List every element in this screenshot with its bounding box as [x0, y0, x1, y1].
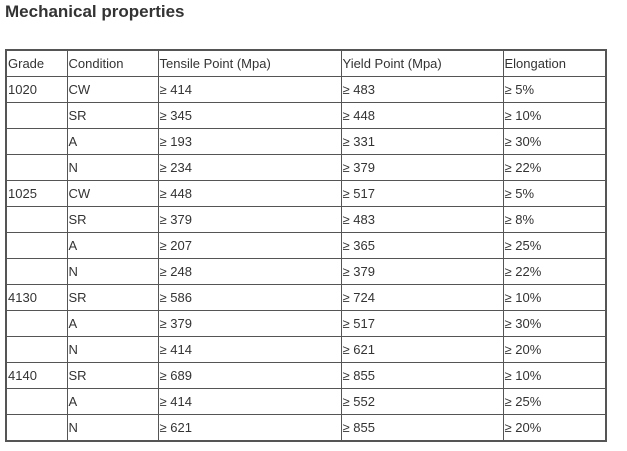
condition-cell: A — [66, 310, 159, 337]
elongation-cell: ≥ 30% — [502, 310, 607, 337]
tensile-point-cell: ≥ 193 — [157, 128, 342, 155]
grade-cell: 4140 — [5, 362, 68, 389]
grade-cell — [5, 310, 68, 337]
table-row: N ≥ 621 ≥ 855 ≥ 20% — [5, 414, 607, 442]
table-row: 4140 SR ≥ 689 ≥ 855 ≥ 10% — [5, 362, 607, 389]
tensile-point-cell: ≥ 379 — [157, 206, 342, 233]
elongation-cell: ≥ 30% — [502, 128, 607, 155]
elongation-cell: ≥ 25% — [502, 388, 607, 415]
table-row: A ≥ 207 ≥ 365 ≥ 25% — [5, 232, 607, 259]
tensile-point-cell: ≥ 414 — [157, 388, 342, 415]
tensile-point-cell: ≥ 448 — [157, 180, 342, 207]
mechanical-properties-table: Grade Condition Tensile Point (Mpa) Yiel… — [5, 49, 607, 442]
elongation-cell: ≥ 5% — [502, 180, 607, 207]
table-row: A ≥ 414 ≥ 552 ≥ 25% — [5, 388, 607, 415]
table-row: A ≥ 379 ≥ 517 ≥ 30% — [5, 310, 607, 337]
column-header-yield-point: Yield Point (Mpa) — [340, 49, 504, 77]
condition-cell: A — [66, 388, 159, 415]
table-row: 1025 CW ≥ 448 ≥ 517 ≥ 5% — [5, 180, 607, 207]
yield-point-cell: ≥ 379 — [340, 258, 504, 285]
elongation-cell: ≥ 10% — [502, 284, 607, 311]
yield-point-cell: ≥ 365 — [340, 232, 504, 259]
grade-cell — [5, 414, 68, 442]
condition-cell: N — [66, 414, 159, 442]
column-header-condition: Condition — [66, 49, 159, 77]
table-row: N ≥ 414 ≥ 621 ≥ 20% — [5, 336, 607, 363]
yield-point-cell: ≥ 517 — [340, 310, 504, 337]
table-row: 4130 SR ≥ 586 ≥ 724 ≥ 10% — [5, 284, 607, 311]
tensile-point-cell: ≥ 379 — [157, 310, 342, 337]
yield-point-cell: ≥ 483 — [340, 206, 504, 233]
yield-point-cell: ≥ 855 — [340, 414, 504, 442]
elongation-cell: ≥ 25% — [502, 232, 607, 259]
page-title: Mechanical properties — [5, 2, 185, 21]
grade-cell — [5, 232, 68, 259]
grade-cell — [5, 336, 68, 363]
table-row: 1020 CW ≥ 414 ≥ 483 ≥ 5% — [5, 76, 607, 103]
condition-cell: A — [66, 128, 159, 155]
table-row: SR ≥ 379 ≥ 483 ≥ 8% — [5, 206, 607, 233]
condition-cell: SR — [66, 284, 159, 311]
table-row: N ≥ 248 ≥ 379 ≥ 22% — [5, 258, 607, 285]
condition-cell: A — [66, 232, 159, 259]
grade-cell — [5, 102, 68, 129]
column-header-tensile-point: Tensile Point (Mpa) — [157, 49, 342, 77]
condition-cell: CW — [66, 76, 159, 103]
yield-point-cell: ≥ 331 — [340, 128, 504, 155]
grade-cell — [5, 206, 68, 233]
grade-cell — [5, 258, 68, 285]
elongation-cell: ≥ 5% — [502, 76, 607, 103]
elongation-cell: ≥ 20% — [502, 336, 607, 363]
table-row: A ≥ 193 ≥ 331 ≥ 30% — [5, 128, 607, 155]
tensile-point-cell: ≥ 621 — [157, 414, 342, 442]
elongation-cell: ≥ 22% — [502, 154, 607, 181]
tensile-point-cell: ≥ 248 — [157, 258, 342, 285]
grade-cell: 1025 — [5, 180, 68, 207]
yield-point-cell: ≥ 724 — [340, 284, 504, 311]
grade-cell — [5, 128, 68, 155]
elongation-cell: ≥ 20% — [502, 414, 607, 442]
table-row: SR ≥ 345 ≥ 448 ≥ 10% — [5, 102, 607, 129]
condition-cell: N — [66, 258, 159, 285]
yield-point-cell: ≥ 379 — [340, 154, 504, 181]
column-header-elongation: Elongation — [502, 49, 607, 77]
elongation-cell: ≥ 22% — [502, 258, 607, 285]
condition-cell: SR — [66, 206, 159, 233]
yield-point-cell: ≥ 483 — [340, 76, 504, 103]
yield-point-cell: ≥ 855 — [340, 362, 504, 389]
condition-cell: N — [66, 336, 159, 363]
condition-cell: SR — [66, 362, 159, 389]
tensile-point-cell: ≥ 414 — [157, 336, 342, 363]
tensile-point-cell: ≥ 586 — [157, 284, 342, 311]
tensile-point-cell: ≥ 689 — [157, 362, 342, 389]
tensile-point-cell: ≥ 345 — [157, 102, 342, 129]
grade-cell: 1020 — [5, 76, 68, 103]
table-row: N ≥ 234 ≥ 379 ≥ 22% — [5, 154, 607, 181]
grade-cell — [5, 388, 68, 415]
yield-point-cell: ≥ 448 — [340, 102, 504, 129]
elongation-cell: ≥ 8% — [502, 206, 607, 233]
column-header-grade: Grade — [5, 49, 68, 77]
grade-cell — [5, 154, 68, 181]
table-header-row: Grade Condition Tensile Point (Mpa) Yiel… — [5, 49, 607, 77]
grade-cell: 4130 — [5, 284, 68, 311]
condition-cell: SR — [66, 102, 159, 129]
tensile-point-cell: ≥ 234 — [157, 154, 342, 181]
tensile-point-cell: ≥ 207 — [157, 232, 342, 259]
tensile-point-cell: ≥ 414 — [157, 76, 342, 103]
yield-point-cell: ≥ 517 — [340, 180, 504, 207]
condition-cell: CW — [66, 180, 159, 207]
elongation-cell: ≥ 10% — [502, 102, 607, 129]
condition-cell: N — [66, 154, 159, 181]
elongation-cell: ≥ 10% — [502, 362, 607, 389]
yield-point-cell: ≥ 621 — [340, 336, 504, 363]
yield-point-cell: ≥ 552 — [340, 388, 504, 415]
